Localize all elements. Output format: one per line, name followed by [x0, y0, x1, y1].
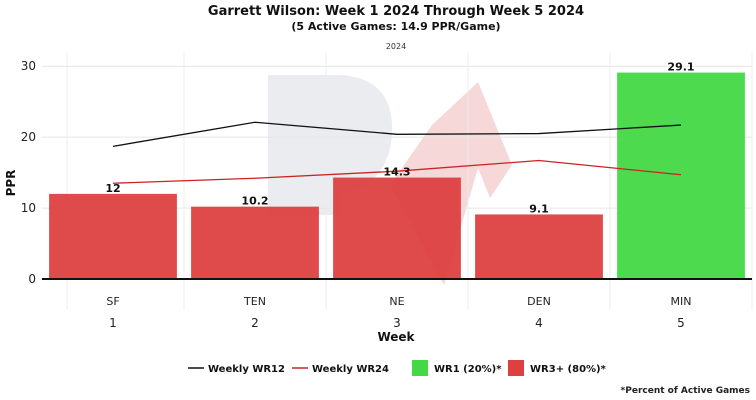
- legend-item-label: WR1 (20%)*: [434, 364, 502, 375]
- line-weekly-wr12: [112, 121, 682, 147]
- legend-item-label: Weekly WR24: [312, 364, 389, 375]
- x-axis-label: Week: [377, 330, 415, 344]
- x-tick-label: 3: [393, 316, 401, 330]
- bars: [42, 72, 752, 280]
- legend-swatch-box: [412, 360, 428, 376]
- bar-week-2: [191, 206, 319, 279]
- footnote: *Percent of Active Games: [621, 386, 750, 396]
- bar-week-4: [475, 214, 603, 279]
- bar-week-1: [49, 193, 177, 279]
- data-label-week-1: 12: [105, 182, 120, 195]
- y-tick-label: 10: [21, 201, 36, 215]
- y-axis-label: PPR: [4, 170, 18, 197]
- opponent-label: SF: [106, 295, 119, 308]
- data-label-week-4: 9.1: [529, 202, 549, 215]
- bar-week-3: [333, 177, 461, 279]
- data-label-week-3: 14.3: [383, 166, 410, 179]
- legend: Weekly WR12 Weekly WR24 WR1 (20%)* WR3+ (80…: [188, 360, 607, 376]
- y-tick-label: 0: [28, 272, 36, 286]
- legend-item-label: Weekly WR12: [208, 364, 285, 375]
- x-axis-ticks: SF 1 TEN 2 NE 3 DEN 4 MIN 5: [106, 295, 691, 330]
- series-lines: [112, 121, 682, 184]
- opponent-label: NE: [389, 295, 404, 308]
- opponent-label: MIN: [671, 295, 692, 308]
- y-axis-ticks: 0 10 20 30: [21, 59, 36, 286]
- x-tick-label: 2: [251, 316, 259, 330]
- y-tick-label: 30: [21, 59, 36, 73]
- season-label: 2024: [386, 42, 406, 51]
- legend-swatch-box: [508, 360, 524, 376]
- x-tick-label: 4: [535, 316, 543, 330]
- line-weekly-wr24: [112, 159, 682, 184]
- data-labels: 12 10.2 14.3 9.1 29.1: [105, 61, 694, 216]
- opponent-label: DEN: [527, 295, 551, 308]
- bar-week-5: [617, 72, 745, 280]
- data-label-week-5: 29.1: [667, 61, 694, 74]
- data-label-week-2: 10.2: [241, 195, 268, 208]
- x-tick-label: 5: [677, 316, 685, 330]
- opponent-label: TEN: [243, 295, 266, 308]
- x-tick-label: 1: [109, 316, 117, 330]
- y-tick-label: 20: [21, 130, 36, 144]
- chart-title: Garrett Wilson: Week 1 2024 Through Week…: [208, 4, 584, 19]
- chart-subtitle: (5 Active Games: 14.9 PPR/Game): [291, 20, 500, 33]
- legend-item-label: WR3+ (80%)*: [530, 364, 607, 375]
